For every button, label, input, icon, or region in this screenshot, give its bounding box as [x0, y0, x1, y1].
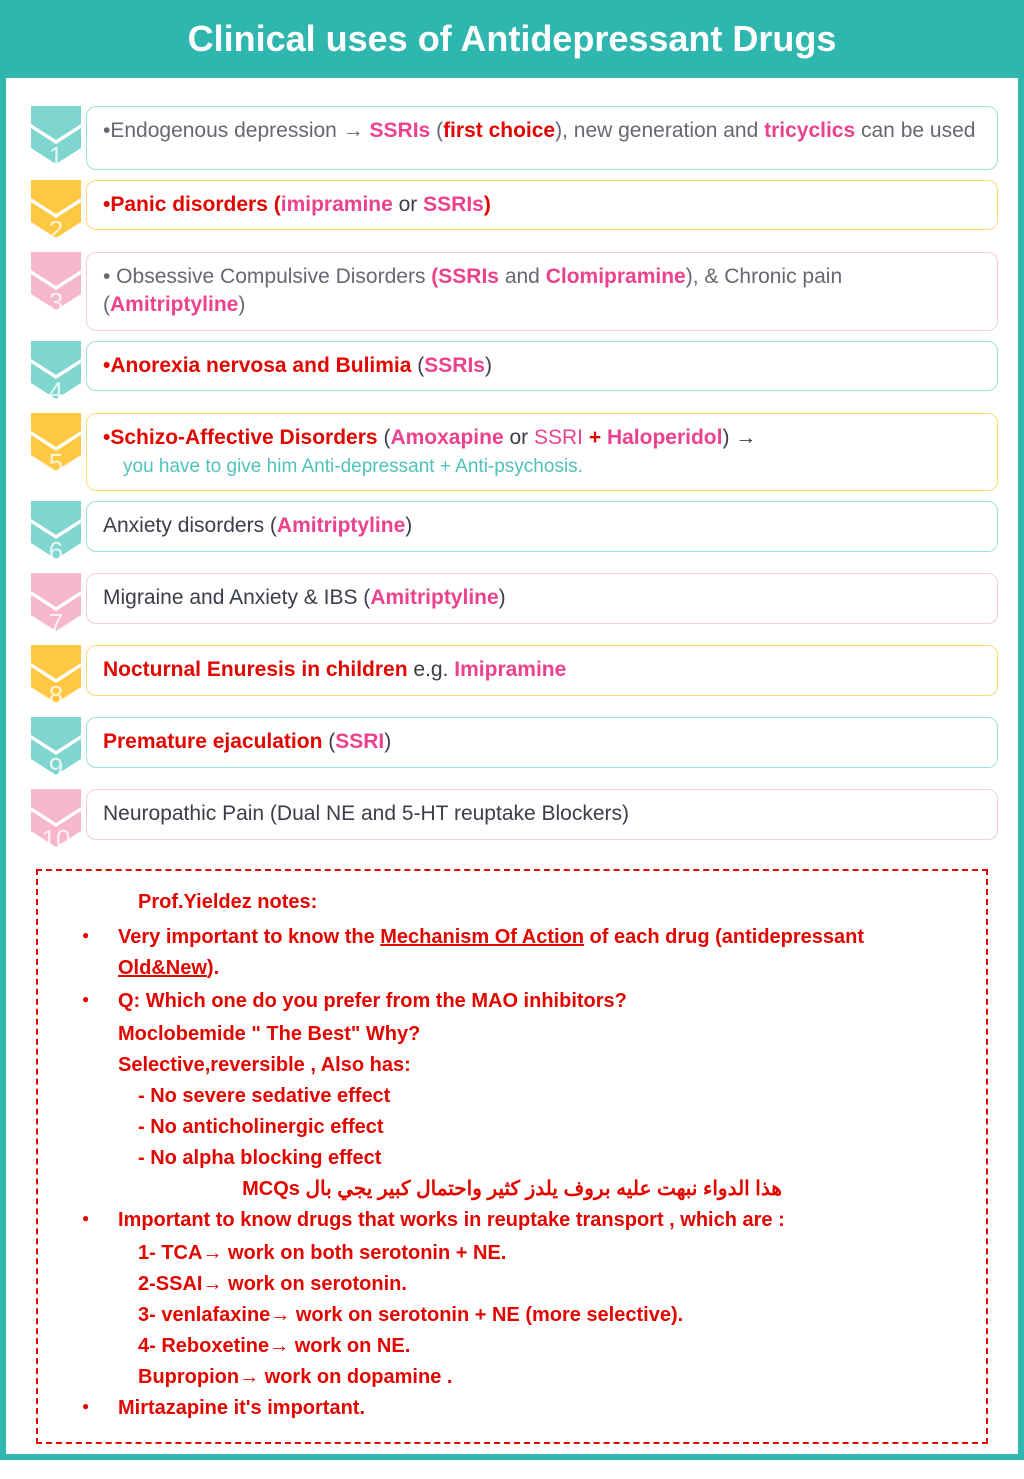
notes-box: Prof.Yieldez notes: Very important to kn…	[36, 869, 988, 1444]
notes-line: - No anticholinergic effect	[58, 1112, 966, 1143]
text-segment: SSRI	[534, 426, 589, 449]
notes-line: - No alpha blocking effect	[58, 1143, 966, 1174]
notes-line: 3- venlafaxine→ work on serotonin + NE (…	[58, 1300, 966, 1331]
text-segment: ) →	[722, 426, 756, 449]
text-segment: (	[436, 119, 443, 142]
text-segment: and	[505, 265, 546, 288]
chevron-icon: 10	[26, 789, 86, 851]
text-segment: Amitriptyline	[370, 586, 498, 609]
notes-line: - No severe sedative effect	[58, 1081, 966, 1112]
notes-lines-1: Moclobemide " The Best" Why?Selective,re…	[58, 1019, 966, 1081]
text-segment: SSRIs	[423, 193, 484, 216]
text-segment: +	[589, 426, 607, 449]
chevron-icon: 8	[26, 645, 86, 707]
item-box: Anxiety disorders (Amitriptyline)	[86, 501, 998, 551]
text-segment: e.g.	[413, 658, 454, 681]
item-row: 2•Panic disorders (imipramine or SSRIs)	[26, 180, 998, 242]
item-box: •Panic disorders (imipramine or SSRIs)	[86, 180, 998, 230]
text-segment: •Anorexia nervosa and Bulimia	[103, 354, 417, 377]
text-segment: Clomipramine	[546, 265, 686, 288]
text-segment: SSRIs	[370, 119, 437, 142]
item-row: 9Premature ejaculation (SSRI)	[26, 717, 998, 779]
item-row: 7Migraine and Anxiety & IBS (Amitriptyli…	[26, 573, 998, 635]
text-segment: •Schizo-Affective Disorders	[103, 426, 383, 449]
notes-bullets-2: Important to know drugs that works in re…	[58, 1205, 966, 1236]
notes-line: 2-SSAI→ work on serotonin.	[58, 1269, 966, 1300]
text-segment: first choice	[443, 119, 555, 142]
item-box: Neuropathic Pain (Dual NE and 5-HT reupt…	[86, 789, 998, 839]
notes-bullet-mirtazapine: Mirtazapine it's important.	[118, 1393, 966, 1424]
item-box: Premature ejaculation (SSRI)	[86, 717, 998, 767]
item-box: •Endogenous depression → SSRIs (first ch…	[86, 106, 998, 170]
chevron-icon: 6	[26, 501, 86, 563]
text-segment: SSRI	[335, 730, 384, 753]
item-subtext: you have to give him Anti-depressant + A…	[103, 454, 583, 480]
text-segment: SSRIs	[424, 354, 485, 377]
item-row: 10 Neuropathic Pain (Dual NE and 5-HT reu…	[26, 789, 998, 851]
item-box: •Schizo-Affective Disorders (Amoxapine o…	[86, 413, 998, 492]
item-row: 1•Endogenous depression → SSRIs (first c…	[26, 106, 998, 170]
text-segment: ), new generation and	[555, 119, 764, 142]
notes-line: Moclobemide " The Best" Why?	[58, 1019, 966, 1050]
text-segment: •Panic disorders	[103, 193, 274, 216]
item-box: Migraine and Anxiety & IBS (Amitriptylin…	[86, 573, 998, 623]
text-segment: Neuropathic Pain (Dual NE and 5-HT reupt…	[103, 802, 629, 825]
text-segment: Premature ejaculation	[103, 730, 328, 753]
item-box: Nocturnal Enuresis in children e.g. Imip…	[86, 645, 998, 695]
text-segment: or	[504, 426, 534, 449]
chevron-icon: 5	[26, 413, 86, 475]
notes-bullets-1: Very important to know the Mechanism Of …	[58, 922, 966, 1017]
notes-lines-3: 1- TCA→ work on both serotonin + NE.2-SS…	[58, 1238, 966, 1393]
item-row: 6Anxiety disorders (Amitriptyline)	[26, 501, 998, 563]
content-wrap: 1•Endogenous depression → SSRIs (first c…	[0, 78, 1024, 1460]
chevron-icon: 4	[26, 341, 86, 403]
notes-bullets-3: Mirtazapine it's important.	[58, 1393, 966, 1424]
text-segment: Amitriptyline	[277, 514, 405, 537]
text-segment: Haloperidol	[607, 426, 723, 449]
page-title: Clinical uses of Antidepressant Drugs	[0, 0, 1024, 78]
text-segment: (	[274, 193, 281, 216]
text-segment: Anxiety disorders (	[103, 514, 277, 537]
text-segment: • Obsessive Compulsive Disorders	[103, 265, 431, 288]
item-box: • Obsessive Compulsive Disorders (SSRIs …	[86, 252, 998, 331]
item-row: 8Nocturnal Enuresis in children e.g. Imi…	[26, 645, 998, 707]
text-segment: )	[405, 514, 412, 537]
text-segment: imipramine	[281, 193, 393, 216]
notes-line: Selective,reversible , Also has:	[58, 1050, 966, 1081]
chevron-icon: 2	[26, 180, 86, 242]
text-segment: •Endogenous depression →	[103, 119, 370, 142]
text-segment: )	[485, 354, 492, 377]
text-segment: )	[484, 193, 491, 216]
notes-arabic: هذا الدواء نبهت عليه بروف يلدز كثير واحت…	[58, 1174, 966, 1205]
items-list: 1•Endogenous depression → SSRIs (first c…	[26, 106, 998, 851]
chevron-icon: 1	[26, 106, 86, 168]
text-segment: )	[238, 293, 245, 316]
notes-line: 4- Reboxetine→ work on NE.	[58, 1331, 966, 1362]
item-box: •Anorexia nervosa and Bulimia (SSRIs)	[86, 341, 998, 391]
notes-bullet-reuptake: Important to know drugs that works in re…	[118, 1205, 966, 1236]
text-segment: can be used	[855, 119, 975, 142]
text-segment: Nocturnal Enuresis in children	[103, 658, 413, 681]
notes-line: 1- TCA→ work on both serotonin + NE.	[58, 1238, 966, 1269]
text-segment: Migraine and Anxiety & IBS (	[103, 586, 370, 609]
text-segment: )	[384, 730, 391, 753]
text-segment: Imipramine	[454, 658, 566, 681]
chevron-icon: 7	[26, 573, 86, 635]
notes-lines-2: - No severe sedative effect- No antichol…	[58, 1081, 966, 1174]
item-row: 3• Obsessive Compulsive Disorders (SSRIs…	[26, 252, 998, 331]
text-segment: Amoxapine	[390, 426, 503, 449]
item-row: 5•Schizo-Affective Disorders (Amoxapine …	[26, 413, 998, 492]
notes-title: Prof.Yieldez notes:	[58, 887, 966, 918]
text-segment: or	[393, 193, 423, 216]
chevron-icon: 3	[26, 252, 86, 314]
chevron-icon: 9	[26, 717, 86, 779]
notes-bullet: Very important to know the Mechanism Of …	[118, 922, 966, 984]
notes-bullet: Q: Which one do you prefer from the MAO …	[118, 986, 966, 1017]
text-segment: )	[499, 586, 506, 609]
item-row: 4•Anorexia nervosa and Bulimia (SSRIs)	[26, 341, 998, 403]
text-segment: (SSRIs	[431, 265, 505, 288]
text-segment: Amitriptyline	[110, 293, 238, 316]
text-segment: tricyclics	[764, 119, 855, 142]
notes-line: Bupropion→ work on dopamine .	[58, 1362, 966, 1393]
